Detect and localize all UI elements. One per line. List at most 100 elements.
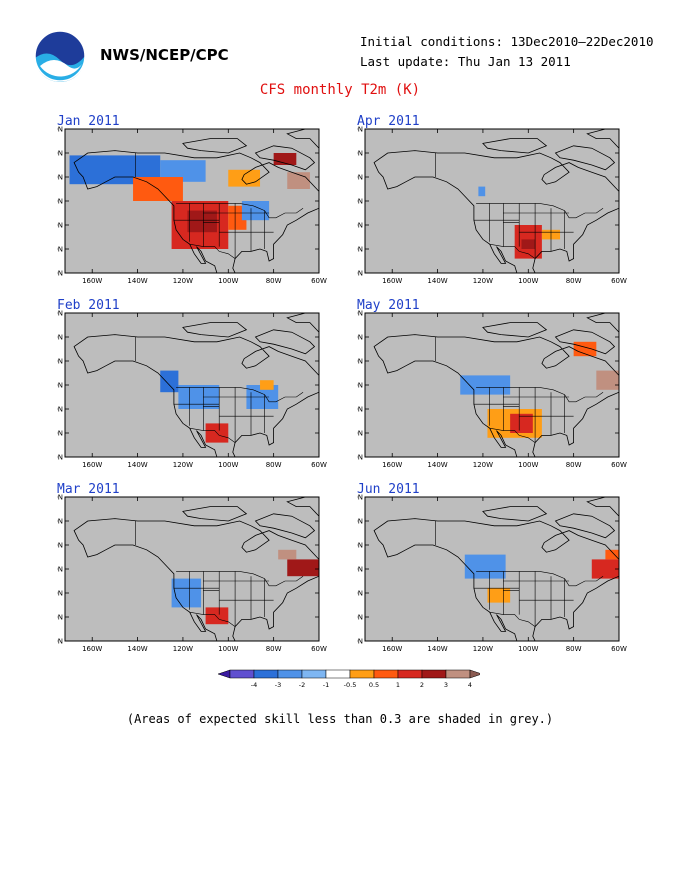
coastline <box>286 129 319 149</box>
lon-tick-label: 160W <box>382 277 402 285</box>
lat-tick-label: 70N <box>57 518 63 526</box>
lon-tick-label: 120W <box>473 645 493 653</box>
map-panel-apr: Apr 2011 80N 70N 60N 50N 40N 30N 20N 160W 140W 12… <box>357 114 627 306</box>
map-panel-feb: Feb 2011 80N 70N 60N 50N 40N 30N 20N 160W 140W 12… <box>57 298 327 490</box>
coastline <box>482 506 548 522</box>
lon-tick-label: 120W <box>473 277 493 285</box>
lat-tick-label: 80N <box>57 494 63 502</box>
lon-tick-label: 80W <box>266 461 282 469</box>
lon-tick-label: 140W <box>427 461 447 469</box>
panel-title: Jun 2011 <box>357 482 420 497</box>
colorbar-swatch <box>253 669 279 679</box>
lon-tick-label: 120W <box>173 461 193 469</box>
coastline <box>73 518 319 641</box>
border-line <box>489 611 536 627</box>
colorbar-swatch <box>421 669 447 679</box>
lon-tick-label: 80W <box>566 461 582 469</box>
lon-tick-label: 120W <box>173 277 193 285</box>
lat-tick-label: 30N <box>57 614 63 622</box>
lat-tick-label: 60N <box>57 542 63 550</box>
anomaly-cell <box>478 186 486 197</box>
lat-tick-label: 80N <box>357 126 363 134</box>
coastline <box>373 334 619 457</box>
lon-tick-label: 140W <box>427 277 447 285</box>
lat-tick-label: 80N <box>57 126 63 134</box>
lat-tick-label: 40N <box>357 222 363 230</box>
lon-tick-label: 160W <box>82 461 102 469</box>
border-line <box>176 571 304 587</box>
anomaly-cell <box>464 554 506 579</box>
anomaly-cell <box>241 201 270 221</box>
coastline <box>286 497 319 517</box>
last-update: Last update: Thu Jan 13 2011 <box>360 54 571 69</box>
lon-tick-label: 160W <box>82 277 102 285</box>
lon-tick-label: 140W <box>127 645 147 653</box>
lon-tick-label: 100W <box>218 645 238 653</box>
colorbar-swatch <box>445 669 471 679</box>
anomaly-cell <box>521 239 536 249</box>
panel-title: Mar 2011 <box>57 482 120 497</box>
skill-mask <box>365 129 619 273</box>
coastline <box>554 145 616 171</box>
figure-title: CFS monthly T2m (K) <box>259 82 421 98</box>
panel-title: Feb 2011 <box>57 298 120 313</box>
lon-tick-label: 160W <box>382 645 402 653</box>
border-line <box>189 427 236 443</box>
lat-tick-label: 60N <box>57 174 63 182</box>
border-line <box>189 611 236 627</box>
colorbar-swatch <box>301 669 327 679</box>
colorbar-swatch <box>397 669 423 679</box>
colorbar-swatch <box>277 669 303 679</box>
lon-tick-label: 120W <box>473 461 493 469</box>
lat-tick-label: 40N <box>57 222 63 230</box>
lat-tick-label: 70N <box>57 334 63 342</box>
anomaly-cell <box>487 588 511 603</box>
lat-tick-label: 50N <box>57 382 63 390</box>
border-line <box>476 387 604 403</box>
lon-tick-label: 60W <box>311 461 327 469</box>
lat-tick-label: 60N <box>357 174 363 182</box>
colorbar-label: 1 <box>396 681 400 689</box>
lat-tick-label: 20N <box>357 454 363 462</box>
map-panel-jan: Jan 2011 80N 70N 60N 50N 40N 30N 20N 160W 140W 12… <box>57 114 327 306</box>
lat-tick-label: 70N <box>357 518 363 526</box>
lat-tick-label: 20N <box>57 454 63 462</box>
lon-tick-label: 160W <box>82 645 102 653</box>
lat-tick-label: 40N <box>357 406 363 414</box>
lat-tick-label: 80N <box>57 310 63 318</box>
colorbar-label: -2 <box>299 681 305 689</box>
map-apr: 80N 70N 60N 50N 40N 30N 20N 160W 140W 120W 100W 80W… <box>357 126 627 285</box>
map-feb: 80N 70N 60N 50N 40N 30N 20N 160W 140W 120W 100W 80W… <box>57 310 327 469</box>
lon-tick-label: 140W <box>427 645 447 653</box>
lon-tick-label: 100W <box>218 461 238 469</box>
colorbar-arrow-left <box>217 669 231 679</box>
lat-tick-label: 50N <box>357 198 363 206</box>
lat-tick-label: 70N <box>357 334 363 342</box>
footnote: (Areas of expected skill less than 0.3 a… <box>126 712 554 726</box>
skill-mask <box>65 497 319 641</box>
colorbar-swatch <box>349 669 375 679</box>
colorbar-swatch <box>229 669 255 679</box>
colorbar-label: 2 <box>420 681 424 689</box>
initial-conditions: Initial conditions: 13Dec2010—22Dec2010 <box>360 34 654 49</box>
anomaly-cell <box>187 210 217 233</box>
colorbar-swatch <box>325 669 351 679</box>
coastline <box>482 138 548 154</box>
lat-tick-label: 80N <box>357 494 363 502</box>
map-jan: 80N 70N 60N 50N 40N 30N 20N 160W 140W 120W 100W 80W… <box>57 126 327 285</box>
lon-tick-label: 60W <box>311 277 327 285</box>
border-line <box>176 387 304 403</box>
anomaly-cell <box>160 160 206 182</box>
colorbar-label: 0.5 <box>369 681 379 689</box>
lat-tick-label: 20N <box>57 270 63 278</box>
colorbar-label: -0.5 <box>344 681 357 689</box>
colorbar-label: 3 <box>444 681 448 689</box>
anomaly-cell <box>260 380 274 390</box>
coastline <box>586 313 619 333</box>
coastline <box>554 329 616 355</box>
lon-tick-label: 60W <box>611 645 627 653</box>
lat-tick-label: 60N <box>357 358 363 366</box>
coastline <box>254 145 316 171</box>
coastline <box>254 329 316 355</box>
coastline <box>73 150 319 273</box>
